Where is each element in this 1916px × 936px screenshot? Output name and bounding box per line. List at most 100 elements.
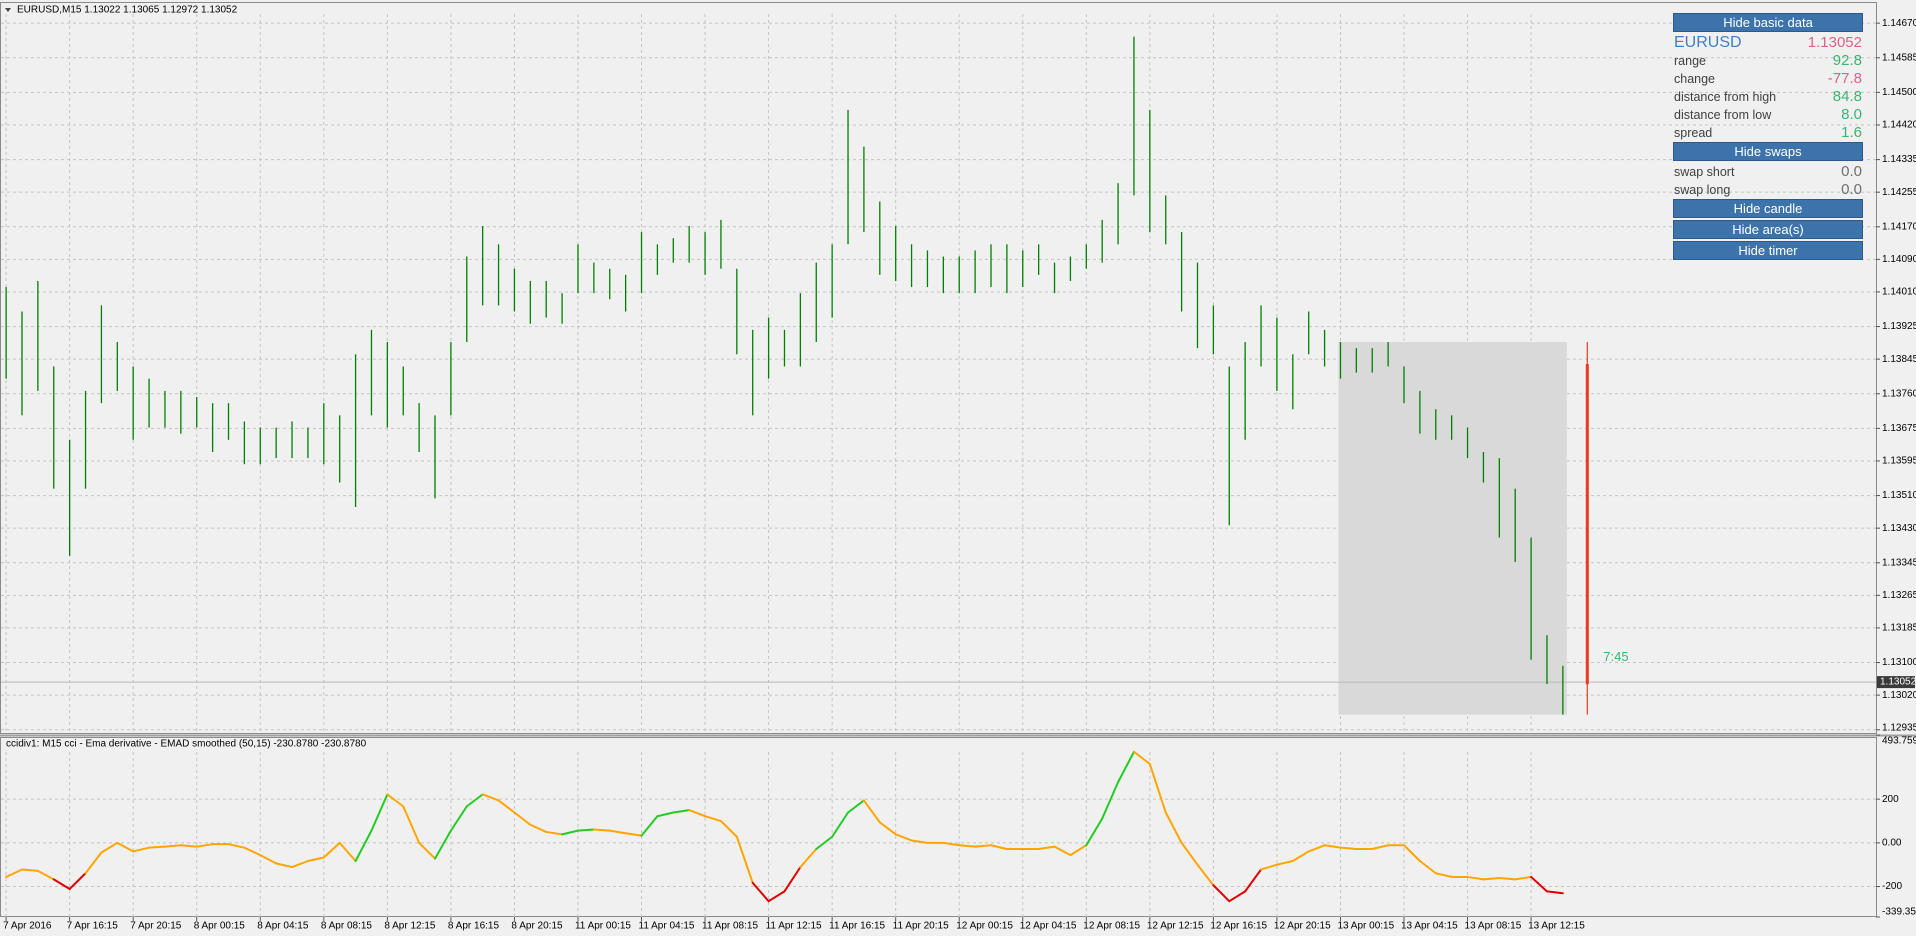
indicator-segment xyxy=(1132,750,1151,766)
indicator-segment xyxy=(1545,890,1564,895)
x-tick-label: 7 Apr 16:15 xyxy=(67,921,119,932)
toggle-button[interactable]: Hide area(s) xyxy=(1673,220,1863,239)
indicator-segment xyxy=(847,799,865,814)
indicator-segment xyxy=(1085,817,1104,847)
indicator-segment xyxy=(656,811,675,818)
indicator-segment xyxy=(513,811,532,826)
x-tick-label: 13 Apr 12:15 xyxy=(1528,921,1585,932)
info-row: distance from low 8.0 xyxy=(1673,106,1863,124)
info-value: 92.8 xyxy=(1832,52,1862,69)
indicator-segment xyxy=(1260,863,1278,871)
indicator-segment xyxy=(418,841,437,860)
y-tick-label: 493.7598 xyxy=(1882,736,1916,747)
indicator-segment xyxy=(799,847,818,869)
indicator-segment xyxy=(84,851,103,875)
indicator-segment xyxy=(354,829,373,862)
info-row: distance from high 84.8 xyxy=(1673,88,1863,106)
y-tick-label: 1.13595 xyxy=(1882,456,1916,467)
x-tick-label: 12 Apr 20:15 xyxy=(1274,921,1331,932)
info-value: 8.0 xyxy=(1841,106,1862,123)
indicator-segment xyxy=(545,830,564,836)
indicator-segment xyxy=(163,844,182,848)
indicator-segment xyxy=(704,815,722,823)
indicator-segment xyxy=(1180,841,1199,866)
indicator-segment xyxy=(529,823,548,833)
indicator-panel xyxy=(0,737,1877,917)
indicator-segment xyxy=(942,841,961,847)
info-label: swap long xyxy=(1674,183,1731,197)
info-label: spread xyxy=(1674,126,1713,140)
indicator-segment xyxy=(576,828,595,832)
y-tick-label: 1.13100 xyxy=(1882,657,1916,668)
indicator-segment xyxy=(624,832,643,837)
indicator-segment xyxy=(259,854,278,865)
info-value: 1.13052 xyxy=(1807,34,1862,51)
indicator-segment xyxy=(1244,868,1263,893)
indicator-title: ccidiv1: M15 cci - Ema derivative - EMAD… xyxy=(6,739,367,750)
y-tick-label: 200 xyxy=(1882,794,1899,805)
toggle-button[interactable]: Hide candle xyxy=(1673,199,1863,218)
indicator-segment xyxy=(291,859,309,869)
y-tick-label: -200 xyxy=(1882,881,1902,892)
indicator-segment xyxy=(338,841,357,862)
info-value: 1.6 xyxy=(1841,124,1862,141)
info-row: range 92.8 xyxy=(1673,52,1863,70)
x-tick-label: 13 Apr 04:15 xyxy=(1401,921,1458,932)
y-tick-label: 1.14500 xyxy=(1882,87,1916,98)
x-tick-label: 12 Apr 04:15 xyxy=(1020,921,1077,932)
info-value: 0.0 xyxy=(1841,163,1862,180)
indicator-segment xyxy=(386,793,405,808)
menu-arrow xyxy=(5,8,11,12)
x-tick-label: 12 Apr 12:15 xyxy=(1147,921,1204,932)
indicator-segment xyxy=(1514,875,1533,881)
indicator-segment xyxy=(465,793,484,808)
indicator-segment xyxy=(1530,875,1548,893)
y-tick-label: 1.14170 xyxy=(1882,221,1916,232)
indicator-segment xyxy=(243,846,262,857)
y-tick-label: 1.12935 xyxy=(1882,723,1916,734)
info-label: change xyxy=(1674,72,1716,86)
y-tick-label: 1.14090 xyxy=(1882,254,1916,265)
toggle-button[interactable]: Hide swaps xyxy=(1673,142,1863,161)
indicator-segment xyxy=(735,835,754,884)
x-tick-label: 11 Apr 04:15 xyxy=(639,921,695,932)
indicator-segment xyxy=(179,844,198,848)
x-tick-label: 11 Apr 12:15 xyxy=(766,921,822,932)
indicator-segment xyxy=(1482,877,1501,881)
indicator-segment xyxy=(402,805,421,844)
indicator-segment xyxy=(989,844,1008,850)
indicator-segment xyxy=(751,881,770,903)
indicator-segment xyxy=(434,829,452,860)
indicator-segment xyxy=(116,841,135,853)
indicator-segment xyxy=(640,815,659,837)
indicator-segment xyxy=(831,811,850,838)
x-tick-label: 7 Apr 20:15 xyxy=(130,921,182,932)
indicator-segment xyxy=(481,793,500,802)
indicator-segment xyxy=(306,856,325,862)
x-tick-label: 8 Apr 12:15 xyxy=(384,921,436,932)
y-tick-label: 1.14255 xyxy=(1882,187,1916,198)
indicator-segment xyxy=(36,869,55,881)
indicator-segment xyxy=(1307,844,1326,853)
indicator-segment xyxy=(1275,859,1294,866)
y-tick-label: 1.13510 xyxy=(1882,490,1916,501)
indicator-segment xyxy=(862,799,881,824)
indicator-segment xyxy=(1212,884,1231,903)
x-tick-label: 11 Apr 00:15 xyxy=(575,921,631,932)
x-tick-label: 11 Apr 20:15 xyxy=(893,921,949,932)
x-tick-label: 8 Apr 00:15 xyxy=(194,921,246,932)
indicator-segment xyxy=(1323,844,1342,849)
indicator-segment xyxy=(1037,845,1056,850)
indicator-segment xyxy=(1069,844,1088,857)
indicator-segment xyxy=(322,841,341,859)
bid-label-bg xyxy=(1877,676,1915,689)
indicator-segment xyxy=(958,844,977,848)
x-tick-label: 8 Apr 04:15 xyxy=(257,921,309,932)
indicator-segment xyxy=(815,835,834,850)
indicator-segment xyxy=(561,829,579,836)
toggle-button[interactable]: Hide timer xyxy=(1673,241,1863,260)
info-label: range xyxy=(1674,54,1706,68)
indicator-segment xyxy=(5,868,23,878)
toggle-button[interactable]: Hide basic data xyxy=(1673,13,1863,32)
